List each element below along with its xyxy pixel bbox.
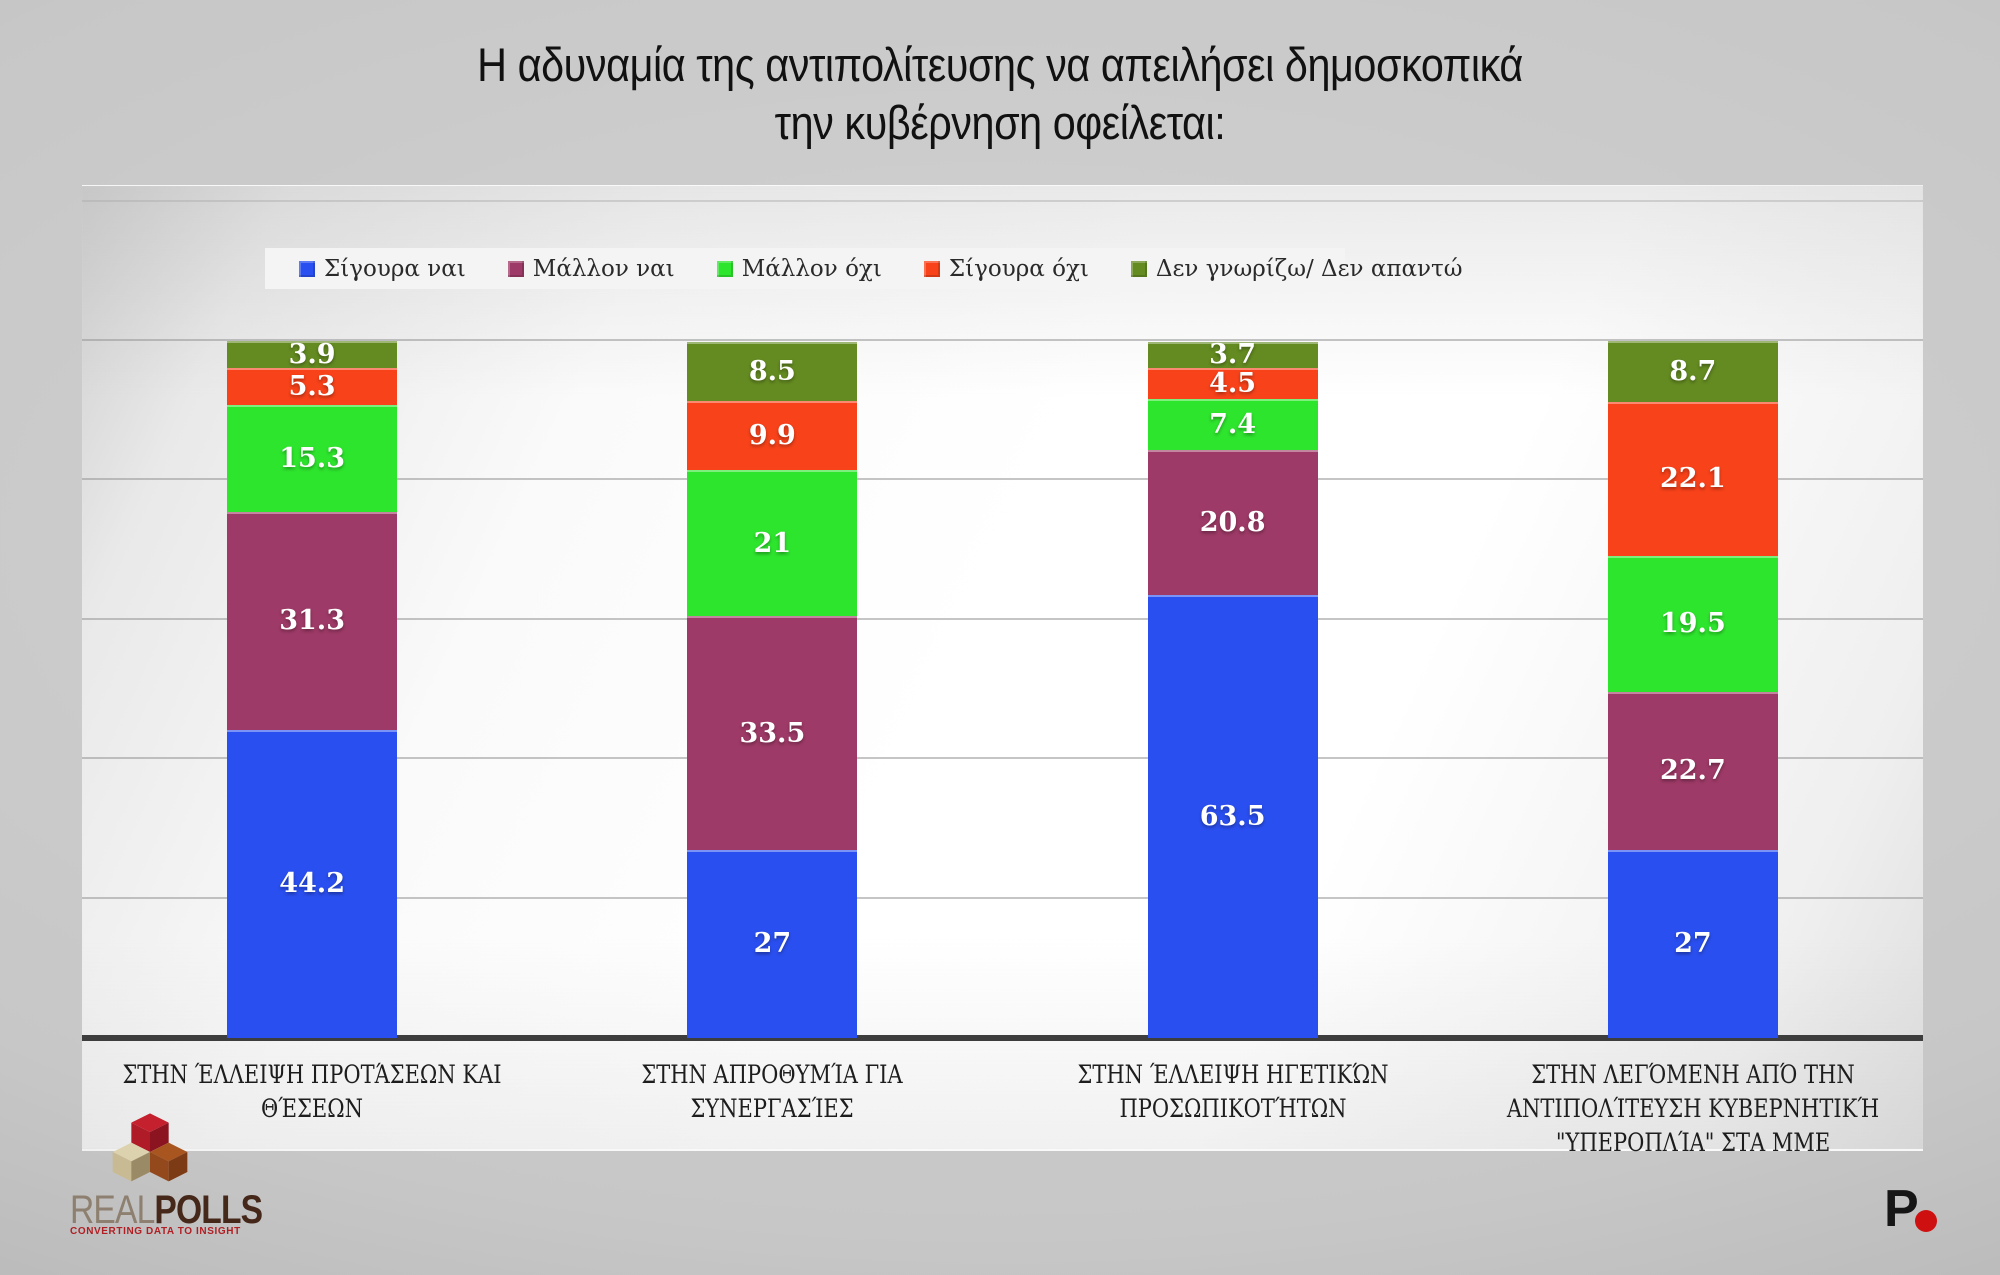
legend-swatch-icon <box>923 260 940 277</box>
bar-segment: 15.3 <box>227 405 398 512</box>
bar-value-label: 8.5 <box>748 355 796 387</box>
bar-value-label: 9.9 <box>748 419 796 451</box>
chart-title-line2: την κυβέρνηση οφείλεται: <box>774 96 1226 149</box>
bar-value-label: 22.7 <box>1659 755 1726 787</box>
bar-segment: 5.3 <box>227 368 398 406</box>
realpolls-tagline: CONVERTING DATA TO INSIGHT <box>70 1226 241 1237</box>
bar-value-label: 15.3 <box>279 442 345 474</box>
realpolls-cubes-icon <box>112 1113 188 1182</box>
bar-segment: 3.9 <box>227 339 398 371</box>
bar-value-label: 21 <box>753 527 792 559</box>
gridline <box>82 199 1923 202</box>
legend-item: Σίγουρα ναι <box>299 256 466 282</box>
bar-value-label: 63.5 <box>1199 801 1266 833</box>
category-label: ΣΤΗΝ ΈΛΛΕΙΨΗ ΠΡΟΤΆΣΕΩΝ ΚΑΙ ΘΈΣΕΩΝ <box>115 1058 510 1126</box>
bar-segment: 20.8 <box>1147 450 1318 596</box>
category-label-line: ΠΡΟΣΩΠΙΚΟΤΉΤΩΝ <box>1119 1094 1347 1123</box>
bar-segment: 22.7 <box>1607 691 1778 850</box>
gridline <box>82 896 1923 899</box>
bar-segment: 21 <box>687 469 858 617</box>
legend-swatch-icon <box>507 260 524 277</box>
stacked-bar: 27 33.5 21 9.9 8.5 <box>687 341 858 1038</box>
legend-swatch-icon <box>299 260 315 277</box>
bar-segment: 3.7 <box>1147 339 1318 371</box>
bar-segment: 27 <box>687 849 858 1038</box>
legend-label: Σίγουρα ναι <box>324 255 466 282</box>
realpolls-word-polls: POLLS <box>154 1188 263 1232</box>
chart-legend: Σίγουρα ναι Μάλλον ναι Μάλλον όχι Σίγουρα ό… <box>265 248 1463 289</box>
bar-value-label: 31.3 <box>279 605 345 637</box>
legend-swatch-icon <box>716 260 733 277</box>
partner-logo-letter: P <box>1884 1180 1919 1238</box>
bar-segment: 22.1 <box>1607 401 1778 556</box>
category-label: ΣΤΗΝ ΑΠΡΟΘΥΜΊΑ ΓΙΑ ΣΥΝΕΡΓΑΣΊΕΣ <box>575 1058 970 1126</box>
bar-segment: 63.5 <box>1147 595 1318 1038</box>
category-label-line: "ΥΠΕΡΟΠΛΊΑ" ΣΤΑ ΜΜΕ <box>1555 1128 1831 1157</box>
bar-segment: 31.3 <box>227 511 398 730</box>
bar-segment: 27 <box>1607 849 1778 1038</box>
legend-item: Σίγουρα όχι <box>923 255 1089 282</box>
bar-segment: 4.5 <box>1147 367 1318 399</box>
category-label-line: ΣΤΗΝ ΈΛΛΕΙΨΗ ΠΡΟΤΆΣΕΩΝ ΚΑΙ ΘΈΣΕΩΝ <box>122 1060 502 1123</box>
gridline <box>82 617 1923 620</box>
plot-area: 44.2 31.3 15.3 5.3 3.9 27 33.5 21 9.9 8.5 63.5 20.8… <box>82 186 1923 1041</box>
legend-swatch-icon <box>1130 260 1147 277</box>
category-label: ΣΤΗΝ ΛΕΓΌΜΕΝΗ ΑΠΌ ΤΗΝ ΑΝΤΙΠΟΛΊΤΕΥΣΗ ΚΥΒΕΡ… <box>1495 1058 1890 1160</box>
bar-value-label: 33.5 <box>739 717 806 749</box>
chart-title-line1: Η αδυναμία της αντιπολίτευσης να απειλήσ… <box>477 38 1523 91</box>
bar-segment: 33.5 <box>687 616 858 850</box>
realpolls-wordmark: REALPOLLS <box>70 1188 263 1232</box>
bar-value-label: 3.7 <box>1209 339 1257 371</box>
category-label-line: ΣΤΗΝ ΈΛΛΕΙΨΗ ΗΓΕΤΙΚΏΝ <box>1077 1060 1389 1089</box>
bar-segment: 7.4 <box>1147 398 1318 451</box>
category-label: ΣΤΗΝ ΈΛΛΕΙΨΗ ΗΓΕΤΙΚΏΝ ΠΡΟΣΩΠΙΚΟΤΉΤΩΝ <box>1035 1058 1430 1126</box>
legend-item: Μάλλον όχι <box>716 255 882 282</box>
legend-label: Μάλλον όχι <box>741 255 882 282</box>
bar-value-label: 27 <box>1674 928 1712 960</box>
bar-value-label: 27 <box>753 928 792 960</box>
legend-label: Μάλλον ναι <box>532 255 675 282</box>
legend-item: Δεν γνωρίζω/ Δεν απαντώ <box>1130 255 1463 282</box>
legend-item: Μάλλον ναι <box>507 255 675 282</box>
chart-title: Η αδυναμία της αντιπολίτευσης να απειλήσ… <box>120 36 1880 152</box>
bar-value-label: 5.3 <box>288 371 336 403</box>
bar-value-label: 20.8 <box>1199 507 1266 539</box>
bar-value-label: 44.2 <box>279 868 345 900</box>
stacked-bar: 63.5 20.8 7.4 4.5 3.7 <box>1147 339 1318 1038</box>
stacked-bar: 27 22.7 19.5 22.1 8.7 <box>1607 341 1778 1038</box>
legend-label: Δεν γνωρίζω/ Δεν απαντώ <box>1155 255 1463 282</box>
category-label-line: ΑΝΤΙΠΟΛΊΤΕΥΣΗ ΚΥΒΕΡΝΗΤΙΚΉ <box>1506 1094 1880 1123</box>
bar-value-label: 4.5 <box>1209 367 1257 399</box>
partner-logo-dot-icon <box>1914 1210 1937 1232</box>
bar-value-label: 8.7 <box>1669 355 1717 387</box>
bar-value-label: 7.4 <box>1209 409 1257 441</box>
bar-segment: 8.5 <box>687 341 858 401</box>
gridline <box>82 757 1923 760</box>
partner-logo: P <box>1884 1180 1937 1238</box>
stacked-bar: 44.2 31.3 15.3 5.3 3.9 <box>227 339 398 1038</box>
bar-segment: 8.7 <box>1607 341 1778 402</box>
gridline <box>82 339 1923 341</box>
realpolls-word-real: REAL <box>70 1188 155 1232</box>
bar-value-label: 22.1 <box>1659 463 1726 495</box>
category-label-line: ΣΤΗΝ ΛΕΓΌΜΕΝΗ ΑΠΌ ΤΗΝ <box>1531 1060 1855 1089</box>
bar-segment: 9.9 <box>687 400 858 470</box>
chart-area: 44.2 31.3 15.3 5.3 3.9 27 33.5 21 9.9 8.5 63.5 20.8… <box>82 185 1923 1157</box>
bar-value-label: 3.9 <box>288 339 336 371</box>
legend-label: Σίγουρα όχι <box>948 255 1089 282</box>
bar-segment: 19.5 <box>1607 555 1778 692</box>
bar-segment: 44.2 <box>227 729 398 1038</box>
x-axis-line <box>82 1035 1923 1041</box>
gridline <box>82 478 1923 481</box>
bar-value-label: 19.5 <box>1659 608 1726 640</box>
category-label-line: ΣΤΗΝ ΑΠΡΟΘΥΜΊΑ ΓΙΑ ΣΥΝΕΡΓΑΣΊΕΣ <box>641 1060 904 1123</box>
